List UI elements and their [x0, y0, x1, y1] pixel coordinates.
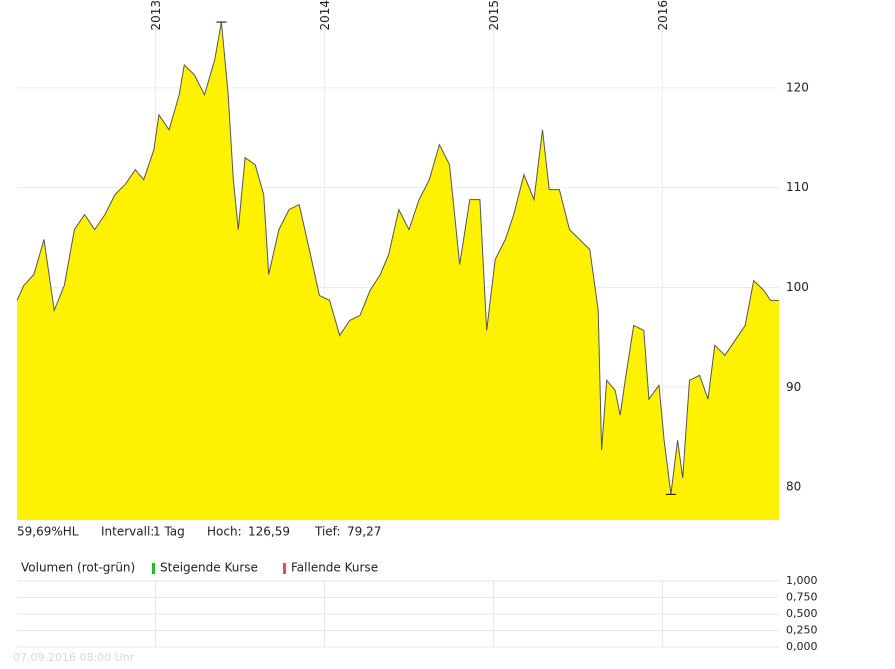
x-tick-label: 2016 [656, 0, 670, 31]
y-tick-label: 110 [786, 180, 809, 194]
low-label: Tief: [314, 525, 341, 539]
volume-title: Volumen (rot-grün) [21, 561, 135, 575]
low-value: 79,27 [347, 525, 381, 539]
x-tick-label: 2013 [149, 0, 163, 31]
high-label: Hoch: [207, 525, 242, 539]
y-tick-label: 120 [786, 80, 809, 94]
y-tick-label: 0,000 [786, 640, 818, 653]
x-tick-label: 2015 [487, 0, 501, 31]
interval-value: 1 Tag [153, 525, 185, 539]
price-area [17, 22, 779, 520]
interval-label: Intervall: [101, 525, 154, 539]
timestamp: 07.09.2016 08:00 Uhr [13, 651, 135, 664]
x-tick-label: 2014 [318, 0, 332, 31]
y-tick-label: 0,500 [786, 607, 818, 620]
y-tick-label: 0,750 [786, 591, 818, 604]
high-value: 126,59 [248, 525, 290, 539]
y-tick-label: 90 [786, 380, 801, 394]
legend-swatch [283, 563, 286, 574]
legend-label: Fallende Kurse [291, 561, 378, 575]
range-stat: 59,69%HL [17, 525, 79, 539]
y-tick-label: 0,250 [786, 624, 818, 637]
y-tick-label: 1,000 [786, 574, 818, 587]
legend-swatch [152, 563, 155, 574]
y-tick-label: 100 [786, 280, 809, 294]
legend-label: Steigende Kurse [160, 561, 258, 575]
y-tick-label: 80 [786, 480, 801, 494]
price-line [16, 22, 779, 495]
